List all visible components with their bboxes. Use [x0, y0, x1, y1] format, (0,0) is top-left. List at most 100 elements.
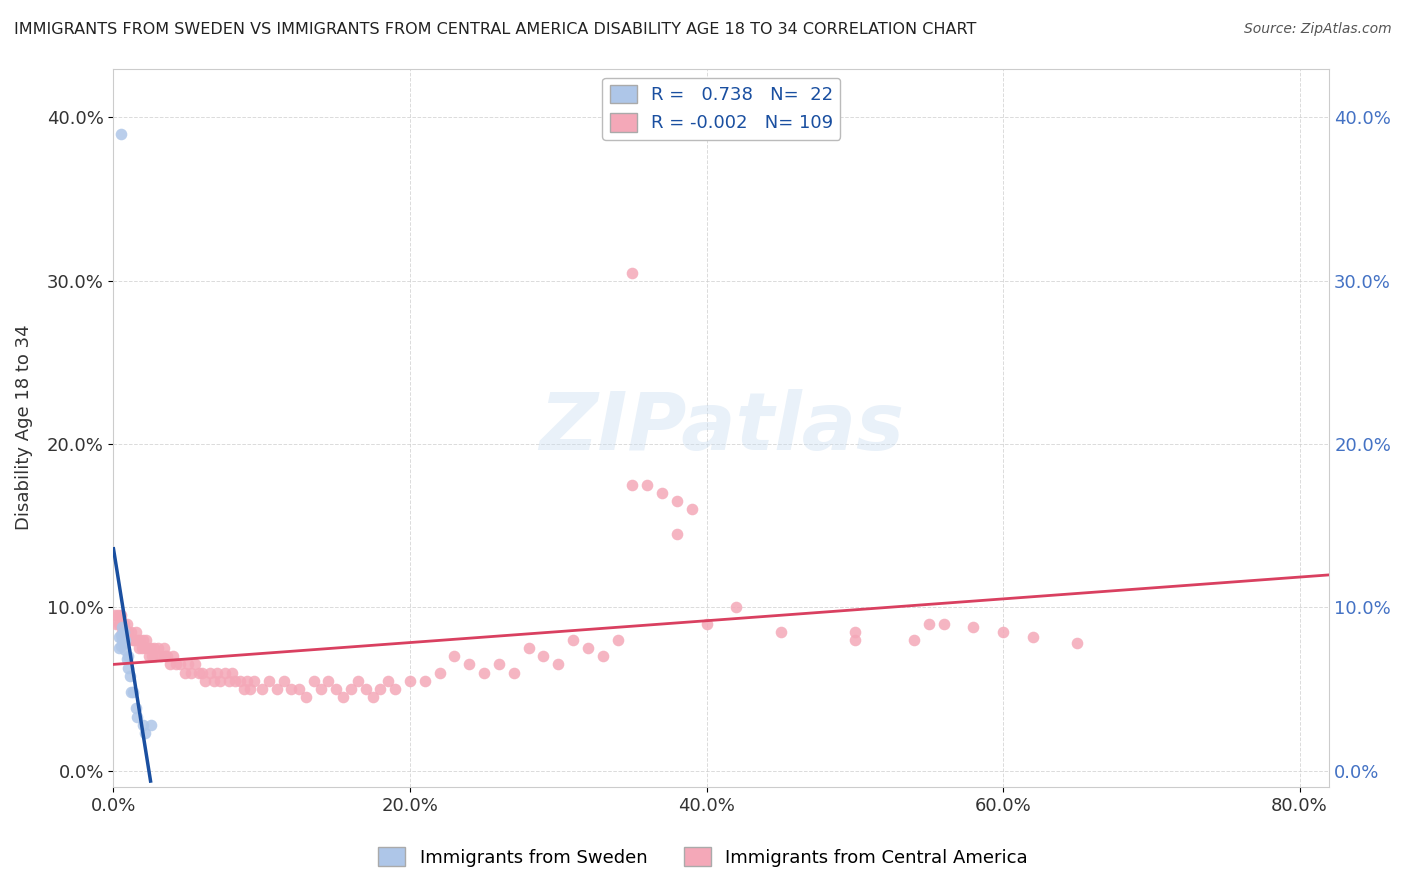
Point [280, 681, 302, 696]
Point [844, 632, 866, 647]
Point [562, 632, 585, 647]
Point [221, 665, 243, 680]
Point [214, 665, 236, 680]
Point [153, 641, 176, 656]
Point [110, 608, 132, 623]
Point [159, 657, 181, 672]
Point [243, 673, 266, 688]
Point [184, 657, 207, 672]
Point [120, 685, 142, 699]
Point [111, 620, 134, 634]
Point [143, 649, 166, 664]
Point [114, 624, 136, 639]
Point [339, 681, 361, 696]
Point [224, 673, 246, 688]
Point [429, 665, 451, 680]
Point [108, 641, 131, 656]
Point [146, 641, 169, 656]
Point [665, 494, 688, 508]
Point [769, 624, 792, 639]
Point [134, 726, 156, 740]
Legend: Immigrants from Sweden, Immigrants from Central America: Immigrants from Sweden, Immigrants from … [371, 840, 1035, 874]
Point [105, 616, 128, 631]
Point [180, 665, 202, 680]
Point [332, 690, 354, 704]
Point [606, 632, 628, 647]
Point [141, 649, 163, 664]
Point [115, 616, 138, 631]
Point [122, 632, 145, 647]
Point [228, 673, 250, 688]
Point [132, 718, 155, 732]
Point [399, 673, 422, 688]
Point [239, 681, 262, 696]
Point [413, 673, 436, 688]
Point [165, 657, 187, 672]
Legend: R =   0.738   N=  22, R = -0.002   N= 109: R = 0.738 N= 22, R = -0.002 N= 109 [602, 78, 841, 140]
Point [198, 665, 221, 680]
Point [117, 624, 139, 639]
Point [233, 681, 256, 696]
Point [962, 620, 984, 634]
Point [108, 630, 131, 644]
Point [295, 690, 318, 704]
Point [273, 673, 295, 688]
Point [236, 673, 259, 688]
Point [107, 608, 129, 623]
Point [111, 624, 134, 639]
Point [127, 632, 149, 647]
Point [138, 649, 160, 664]
Point [131, 641, 153, 656]
Point [1066, 636, 1088, 650]
Point [115, 652, 138, 666]
Point [325, 681, 347, 696]
Point [347, 673, 370, 688]
Point [191, 665, 214, 680]
Point [132, 632, 155, 647]
Point [149, 649, 172, 664]
Point [1022, 630, 1045, 644]
Point [108, 616, 131, 631]
Point [129, 632, 152, 647]
Y-axis label: Disability Age 18 to 34: Disability Age 18 to 34 [15, 325, 32, 531]
Point [302, 673, 325, 688]
Point [176, 657, 198, 672]
Point [651, 486, 673, 500]
Point [592, 649, 614, 664]
Point [139, 641, 162, 656]
Point [117, 649, 139, 664]
Point [991, 624, 1014, 639]
Point [636, 478, 658, 492]
Point [112, 624, 135, 639]
Point [139, 718, 162, 732]
Point [361, 690, 384, 704]
Point [844, 624, 866, 639]
Point [112, 616, 135, 631]
Point [384, 681, 406, 696]
Point [155, 649, 177, 664]
Point [502, 665, 524, 680]
Point [681, 502, 703, 516]
Point [207, 665, 229, 680]
Point [121, 685, 143, 699]
Text: IMMIGRANTS FROM SWEDEN VS IMMIGRANTS FROM CENTRAL AMERICA DISABILITY AGE 18 TO 3: IMMIGRANTS FROM SWEDEN VS IMMIGRANTS FRO… [14, 22, 976, 37]
Point [110, 640, 132, 654]
Point [117, 661, 139, 675]
Point [576, 641, 599, 656]
Point [136, 641, 159, 656]
Point [621, 266, 644, 280]
Point [517, 641, 540, 656]
Point [188, 665, 211, 680]
Point [665, 526, 688, 541]
Point [250, 681, 273, 696]
Point [472, 665, 495, 680]
Point [125, 701, 148, 715]
Text: ZIPatlas: ZIPatlas [538, 389, 904, 467]
Point [156, 649, 179, 664]
Point [377, 673, 399, 688]
Point [121, 632, 143, 647]
Point [128, 641, 150, 656]
Point [218, 673, 240, 688]
Point [125, 624, 148, 639]
Point [533, 649, 555, 664]
